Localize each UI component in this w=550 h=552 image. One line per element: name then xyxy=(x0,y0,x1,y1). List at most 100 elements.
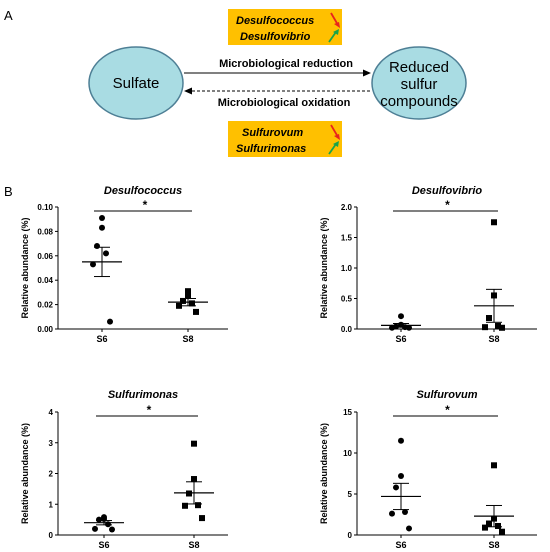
data-point xyxy=(189,300,195,307)
data-point xyxy=(499,324,505,331)
y-tick-label: 0 xyxy=(348,531,353,540)
chart-sulfurovum: Sulfurovum 0 5 10 15 Relative abundance (%) S6… xyxy=(319,389,537,550)
y-tick-label: 15 xyxy=(343,408,352,417)
up-arrow-icon xyxy=(328,141,339,155)
sulfate-label: Sulfate xyxy=(113,75,160,92)
x-tick-label: S6 xyxy=(395,540,406,550)
data-point xyxy=(182,502,188,509)
data-point xyxy=(491,515,497,522)
y-tick-label: 10 xyxy=(343,449,352,458)
y-tick-label: 1.5 xyxy=(341,234,353,243)
reduced-sulfur-label-line1: Reduced xyxy=(389,59,449,76)
y-tick-label: 2.0 xyxy=(341,203,353,212)
data-point xyxy=(389,510,395,517)
reducer-name-1: Desulfococcus xyxy=(236,15,314,27)
data-point xyxy=(99,224,105,231)
y-axis-label: Relative abundance (%) xyxy=(319,217,329,318)
data-point xyxy=(499,528,505,535)
x-tick-label: S8 xyxy=(488,334,499,344)
data-point xyxy=(398,472,404,479)
chart-desulfovibrio: Desulfovibrio 0.0 0.5 1.0 1.5 2.0 Relative abu… xyxy=(319,185,537,344)
data-point xyxy=(107,318,113,325)
data-point xyxy=(491,219,497,226)
x-tick-label: S6 xyxy=(96,334,107,344)
data-point xyxy=(176,302,182,309)
data-point xyxy=(389,324,395,331)
y-tick-label: 2 xyxy=(49,470,54,479)
chart-desulfococcus: Desulfococcus 0.00 0.02 0.04 0.06 0.08 0.10 Rel… xyxy=(20,185,228,344)
reduced-sulfur-label-line3: compounds xyxy=(380,93,458,110)
data-point xyxy=(101,516,107,523)
data-point xyxy=(185,288,191,295)
oxidation-arrowhead-icon xyxy=(184,87,192,95)
y-tick-label: 0.0 xyxy=(341,325,353,334)
y-tick-label: 5 xyxy=(348,490,353,499)
data-point xyxy=(491,292,497,299)
down-arrow-icon xyxy=(330,124,340,140)
y-axis-label: Relative abundance (%) xyxy=(319,423,329,524)
chart-title: Desulfovibrio xyxy=(412,185,483,197)
data-point xyxy=(92,525,98,532)
data-point xyxy=(191,476,197,483)
data-point xyxy=(103,250,109,257)
panel-a-label: A xyxy=(4,8,13,23)
data-point xyxy=(180,297,186,304)
data-point xyxy=(96,516,102,523)
y-tick-label: 0.04 xyxy=(37,276,53,285)
data-point xyxy=(495,522,501,529)
x-tick-label: S8 xyxy=(488,540,499,550)
x-tick-label: S6 xyxy=(98,540,109,550)
y-tick-label: 1.0 xyxy=(341,264,353,273)
oxidizers-tag: Sulfurovum Sulfurimonas xyxy=(228,121,342,157)
data-point xyxy=(398,437,404,444)
sulfate-node xyxy=(88,46,184,120)
data-point xyxy=(185,293,191,300)
panel-b-label: B xyxy=(4,184,13,199)
significance-star: * xyxy=(143,198,148,212)
reducers-tag-box xyxy=(228,9,342,45)
x-tick-label: S8 xyxy=(188,540,199,550)
data-point xyxy=(94,243,100,250)
chart-title: Sulfurimonas xyxy=(108,389,178,401)
x-tick-label: S8 xyxy=(182,334,193,344)
y-tick-label: 0 xyxy=(49,531,54,540)
chart-sulfurimonas: Sulfurimonas 0 1 2 3 4 Relative abundance (%) S… xyxy=(20,389,228,550)
y-tick-label: 1 xyxy=(49,500,54,509)
up-arrow-icon xyxy=(328,29,339,43)
chart-title: Sulfurovum xyxy=(416,389,477,401)
data-point xyxy=(90,261,96,268)
data-point xyxy=(99,214,105,221)
y-tick-label: 0.10 xyxy=(37,203,53,212)
data-point xyxy=(195,502,201,509)
y-axis-label: Relative abundance (%) xyxy=(20,423,30,524)
y-axis-label: Relative abundance (%) xyxy=(20,217,30,318)
data-point xyxy=(491,462,497,469)
data-point xyxy=(105,521,111,528)
reduced-sulfur-node xyxy=(371,46,467,120)
reducers-tag: Desulfococcus Desulfovibrio xyxy=(228,9,342,45)
data-point xyxy=(486,315,492,322)
significance-star: * xyxy=(147,403,152,417)
data-point xyxy=(486,520,492,527)
reduction-label: Microbiological reduction xyxy=(219,58,353,70)
y-tick-label: 0.06 xyxy=(37,252,53,261)
data-point xyxy=(495,322,501,329)
significance-star: * xyxy=(445,198,450,212)
y-tick-label: 0.02 xyxy=(37,301,53,310)
data-point xyxy=(393,484,399,491)
data-point xyxy=(406,324,412,331)
reduced-sulfur-label-line2: sulfur xyxy=(401,76,438,93)
down-arrow-icon xyxy=(330,12,340,28)
data-point xyxy=(199,515,205,522)
data-point xyxy=(406,525,412,532)
significance-star: * xyxy=(445,403,450,417)
data-point xyxy=(482,524,488,531)
oxidation-label: Microbiological oxidation xyxy=(218,97,351,109)
y-tick-label: 0.5 xyxy=(341,295,353,304)
data-point xyxy=(402,509,408,516)
oxidizer-name-1: Sulfurovum xyxy=(242,127,303,139)
data-point xyxy=(398,313,404,320)
y-tick-label: 0.08 xyxy=(37,227,53,236)
data-point xyxy=(193,308,199,315)
